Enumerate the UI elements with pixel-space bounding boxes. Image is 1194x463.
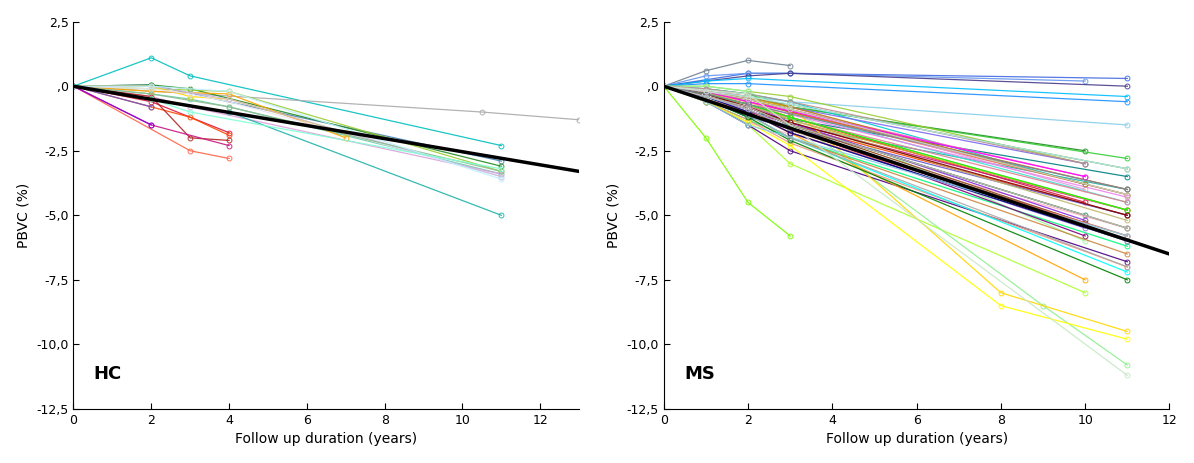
X-axis label: Follow up duration (years): Follow up duration (years) — [825, 432, 1008, 446]
Text: HC: HC — [93, 365, 121, 383]
Y-axis label: PBVC (%): PBVC (%) — [17, 183, 31, 248]
X-axis label: Follow up duration (years): Follow up duration (years) — [235, 432, 418, 446]
Y-axis label: PBVC (%): PBVC (%) — [607, 183, 621, 248]
Text: MS: MS — [685, 365, 715, 383]
